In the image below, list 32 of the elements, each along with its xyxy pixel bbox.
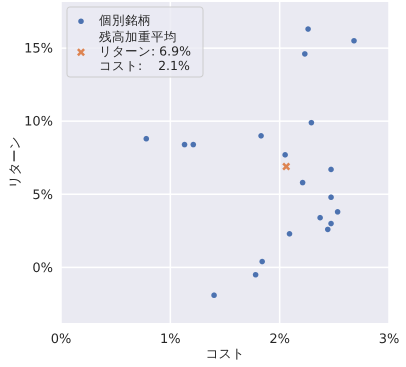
point <box>328 166 334 172</box>
point <box>351 38 357 44</box>
point <box>252 272 258 278</box>
y-tick-label: 5% <box>32 188 53 203</box>
point <box>300 180 306 186</box>
point <box>259 258 265 264</box>
point <box>328 220 334 226</box>
y-tick-label: 10% <box>24 114 53 130</box>
x-tick-label: 1% <box>160 332 181 347</box>
point <box>143 136 150 142</box>
point <box>334 209 340 215</box>
legend-label: 残高加重平均リターン: 6.9% コスト: 2.1% <box>99 29 192 73</box>
y-tick-label: 15% <box>24 42 53 57</box>
point <box>324 226 331 232</box>
y-axis-title: リターン <box>8 136 23 188</box>
legend-label: 個別銘柄 <box>99 12 151 28</box>
y-tick-label: 0% <box>32 260 53 276</box>
point <box>211 292 217 298</box>
point <box>305 26 311 32</box>
point <box>282 152 288 158</box>
x-tick-label: 0% <box>50 332 72 347</box>
x-tick-label: 2% <box>269 332 290 347</box>
x-tick-label: 3% <box>378 332 400 347</box>
point <box>308 120 314 126</box>
point <box>302 51 308 57</box>
x-axis-title: コスト <box>206 347 244 362</box>
point <box>286 230 292 237</box>
point <box>190 142 196 148</box>
point <box>258 133 264 139</box>
point <box>317 214 323 221</box>
point <box>328 194 334 200</box>
point <box>182 142 188 148</box>
